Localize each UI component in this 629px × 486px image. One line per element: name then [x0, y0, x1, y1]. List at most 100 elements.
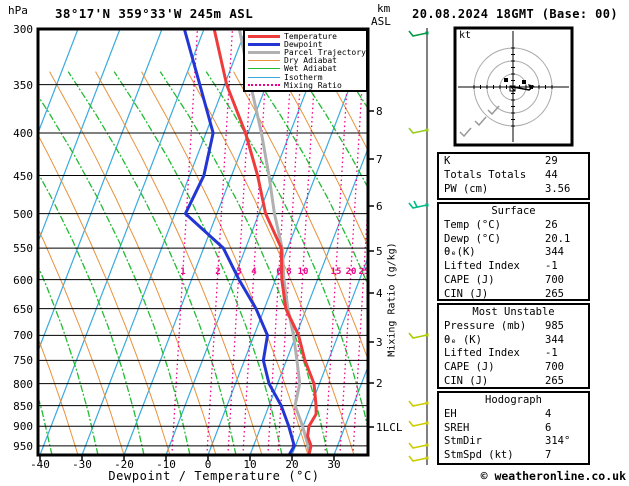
mixing-ratio-label: 20 — [346, 267, 357, 277]
index-label: Temp (°C) — [444, 218, 501, 231]
indices-box-top: K 29 Totals Totals 44 PW (cm) 3.56 — [437, 152, 590, 200]
legend-label: Dry Adiabat — [284, 56, 337, 66]
pressure-tick-label: 900 — [13, 420, 33, 433]
wind-barb — [408, 442, 428, 449]
legend-row: Dry Adiabat — [248, 56, 366, 66]
hodograph — [453, 26, 574, 147]
mixing-ratio-label: 1 — [180, 267, 185, 277]
km-tick-label: 3 — [376, 336, 383, 349]
index-row: CIN (J) 265 — [439, 288, 588, 302]
index-label: SREH — [444, 421, 470, 434]
temp-tick-label: 0 — [204, 458, 212, 471]
wind-barb — [408, 455, 428, 462]
index-row: CAPE (J) 700 — [439, 361, 588, 375]
indices-box-most_unstable: Most Unstable Pressure (mb) 985 θₑ (K) 344 Li… — [437, 303, 590, 389]
legend-line-sample — [248, 42, 280, 46]
legend-label: Dewpoint — [284, 39, 323, 49]
index-value: 265 — [545, 287, 564, 300]
index-value: 44 — [545, 168, 558, 181]
index-row: SREH 6 — [439, 422, 588, 436]
pressure-tick-label: 750 — [13, 354, 33, 367]
mixing-ratio-label: 25 — [359, 267, 370, 277]
index-label: Pressure (mb) — [444, 319, 527, 332]
legend-row: Parcel Trajectory — [248, 47, 366, 57]
pressure-tick-label: 950 — [13, 440, 33, 453]
mixing-ratio-axis-title: Mixing Ratio (g/kg) — [386, 242, 398, 357]
legend-row: Wet Adiabat — [248, 64, 366, 74]
legend-label: Temperature — [284, 31, 337, 41]
pressure-tick-label: 600 — [13, 274, 33, 287]
pressure-tick-label: 650 — [13, 303, 33, 316]
index-value: 29 — [545, 155, 558, 167]
index-row: Lifted Index -1 — [439, 260, 588, 274]
wind-barb — [408, 127, 428, 134]
index-label: θₑ (K) — [444, 333, 482, 346]
curve-parcel-trajectory — [237, 29, 311, 455]
legend-line-sample — [248, 76, 280, 78]
index-label: Lifted Index — [444, 347, 520, 360]
index-value: 4 — [545, 407, 552, 420]
asl-unit-label: ASL — [371, 15, 391, 28]
index-value: 344 — [545, 246, 564, 259]
index-value: 26 — [545, 218, 558, 231]
index-row: Totals Totals 44 — [439, 169, 588, 183]
indices-box-header: Hodograph — [485, 394, 542, 406]
index-value: -1 — [545, 347, 558, 360]
index-label: Dewp (°C) — [444, 232, 501, 245]
pressure-tick-label: 300 — [13, 23, 33, 36]
legend-label: Wet Adiabat — [284, 64, 337, 74]
index-label: PW (cm) — [444, 182, 489, 195]
index-label: CAPE (J) — [444, 361, 495, 374]
index-label: Lifted Index — [444, 260, 520, 273]
index-value: 20.1 — [545, 232, 571, 245]
copyright: © weatheronline.co.uk — [480, 469, 626, 483]
index-label: StmDir — [444, 435, 482, 448]
temp-tick-label: -20 — [114, 458, 134, 471]
index-value: 314° — [545, 435, 571, 448]
temp-tick-label: -30 — [72, 458, 92, 471]
legend-line-sample — [248, 68, 280, 70]
mixing-ratio-label: 2 — [215, 267, 220, 277]
km-tick-label: 6 — [376, 200, 383, 213]
curve-temperature — [212, 29, 318, 455]
index-row: θₑ (K) 344 — [439, 334, 588, 348]
km-tick-label: 4 — [376, 287, 383, 300]
mixing-ratio-label: 10 — [298, 267, 309, 277]
index-value: 985 — [545, 319, 564, 332]
index-label: CIN (J) — [444, 287, 489, 300]
sounding-curves — [182, 29, 318, 455]
km-tick-label: 2 — [376, 377, 383, 390]
legend-label: Parcel Trajectory — [284, 47, 366, 57]
plot-border — [36, 27, 370, 457]
pressure-tick-label: 500 — [13, 208, 33, 221]
index-row: StmDir 314° — [439, 435, 588, 449]
wind-barb — [408, 420, 428, 427]
legend-line-sample — [248, 50, 280, 54]
legend-line-sample — [248, 60, 280, 62]
legend: Temperature Dewpoint Parcel Trajectory Dry … — [243, 29, 368, 92]
index-value: 700 — [545, 273, 564, 286]
index-label: CAPE (J) — [444, 273, 495, 286]
index-row: Dewp (°C) 20.1 — [439, 233, 588, 247]
index-row: StmSpd (kt) 7 — [439, 449, 588, 463]
index-value: 344 — [545, 333, 564, 346]
legend-line-sample — [248, 34, 280, 38]
index-row: Pressure (mb) 985 — [439, 320, 588, 334]
index-row: Lifted Index -1 — [439, 347, 588, 361]
pressure-tick-label: 450 — [13, 170, 33, 183]
temp-tick-label: -10 — [156, 458, 176, 471]
mixing-ratio-label: 6 — [276, 267, 281, 277]
index-value: 265 — [545, 374, 564, 387]
hodograph-unit-label: kt — [459, 30, 472, 41]
legend-row: Isotherm — [248, 73, 366, 82]
index-row: PW (cm) 3.56 — [439, 183, 588, 197]
index-value: 700 — [545, 361, 564, 374]
km-tick-label: 8 — [376, 105, 383, 118]
indices-box-header: Surface — [491, 205, 536, 217]
pressure-tick-label: 550 — [13, 242, 33, 255]
legend-line-sample — [248, 84, 280, 87]
index-label: StmSpd (kt) — [444, 449, 514, 462]
wind-barb — [408, 30, 428, 37]
